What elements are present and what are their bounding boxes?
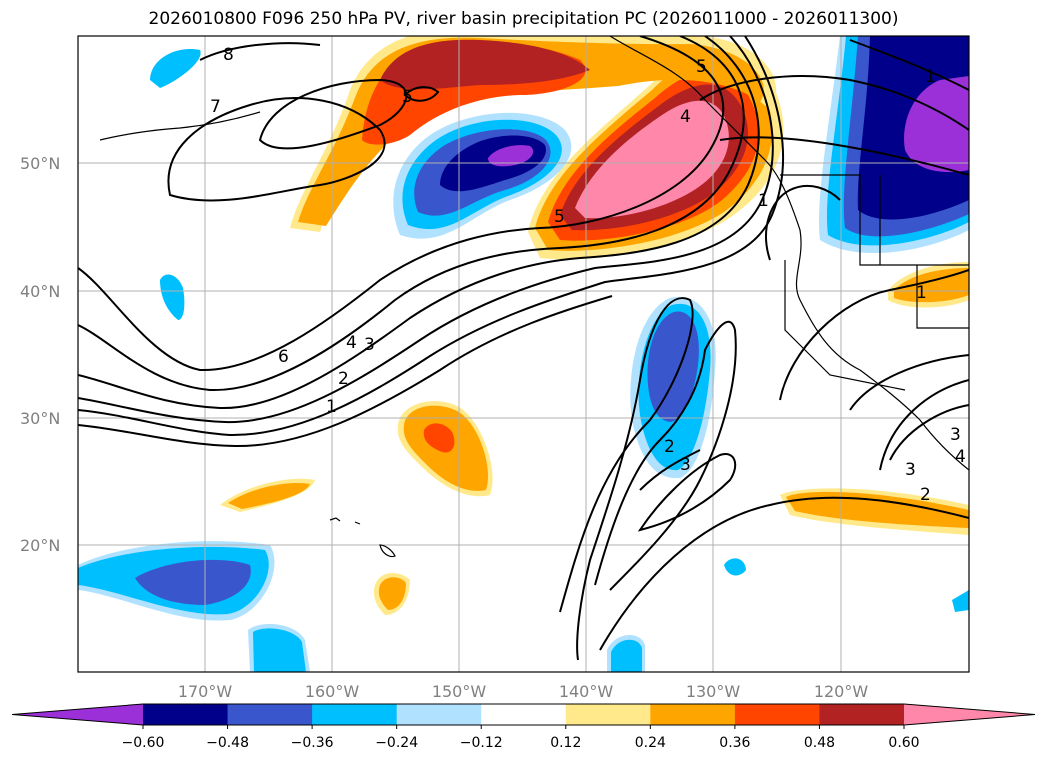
colorbar-swatch [312, 704, 398, 725]
longitude-labels: 170°W 160°W 150°W 140°W 130°W 120°W [178, 682, 869, 701]
gridlines [78, 36, 969, 672]
latitude-labels: 50°N 40°N 30°N 20°N [20, 154, 60, 555]
contour-label: 8 [223, 45, 234, 65]
contour-label: 1 [326, 397, 337, 417]
contour-label: 1 [925, 67, 936, 87]
colorbar-tick-label: 0.24 [635, 735, 666, 751]
contour-label: 5 [696, 57, 707, 77]
lat-label-50n: 50°N [20, 154, 60, 173]
colorbar-tick-label: −0.48 [206, 735, 249, 751]
contour-label: 3 [680, 455, 691, 475]
lon-label-120w: 120°W [814, 682, 869, 701]
contour-label: 5 [554, 207, 565, 227]
contour-label: 4 [955, 447, 966, 467]
contour-label: 3 [905, 460, 916, 480]
colorbar-tick-label: −0.24 [375, 735, 418, 751]
colorbar: −0.60 −0.48 −0.36 −0.24 −0.12 0.12 0.24 0.36 0.4… [11, 703, 1036, 751]
lon-label-160w: 160°W [305, 682, 360, 701]
contour-label: 6 [278, 347, 289, 367]
colorbar-tick-label: 0.12 [550, 735, 581, 751]
contour-label: 4 [680, 107, 691, 127]
colorbar-tick-label: 0.60 [888, 735, 919, 751]
contour-label: 2 [664, 437, 675, 457]
contour-label: 2 [920, 485, 931, 505]
colorbar-swatch [396, 704, 482, 725]
contour-label: 3 [950, 425, 961, 445]
lon-label-170w: 170°W [178, 682, 233, 701]
contour-label: 1 [758, 191, 769, 211]
colorbar-tick-label: −0.12 [460, 735, 503, 751]
lon-label-150w: 150°W [432, 682, 487, 701]
colorbar-tick-label: −0.60 [122, 735, 165, 751]
colorbar-extend-max [904, 704, 1035, 725]
colorbar-swatch [227, 704, 313, 725]
page-title: 2026010800 F096 250 hPa PV, river basin … [148, 9, 899, 29]
pv-contour-labels: 8 7 6 5 5 5 4 4 3 3 2 2 1 1 1 1 2 3 3 4 [210, 45, 966, 505]
colorbar-tick-label: 0.36 [719, 735, 750, 751]
lon-label-130w: 130°W [686, 682, 741, 701]
pv-contours [78, 36, 969, 661]
map-frame [77, 35, 970, 673]
contour-label: 3 [364, 335, 375, 355]
contour-label: 5 [402, 87, 413, 107]
contour-label: 2 [338, 369, 349, 389]
coastlines [99, 36, 969, 558]
precipitation-pc-shading [78, 36, 969, 672]
colorbar-extend-min [12, 704, 143, 725]
colorbar-tick-label: 0.48 [804, 735, 835, 751]
colorbar-swatch [650, 704, 736, 725]
colorbar-swatch [819, 704, 905, 725]
colorbar-swatch [481, 704, 567, 725]
colorbar-swatch [565, 704, 651, 725]
contour-label: 7 [210, 97, 221, 117]
lon-label-140w: 140°W [559, 682, 614, 701]
contour-label: 1 [916, 283, 927, 303]
lat-label-40n: 40°N [20, 282, 60, 301]
colorbar-tick-label: −0.36 [291, 735, 334, 751]
colorbar-swatch [734, 704, 820, 725]
lat-label-30n: 30°N [20, 409, 60, 428]
lat-label-20n: 20°N [20, 536, 60, 555]
contour-label: 4 [346, 333, 357, 353]
colorbar-swatch [143, 704, 229, 725]
